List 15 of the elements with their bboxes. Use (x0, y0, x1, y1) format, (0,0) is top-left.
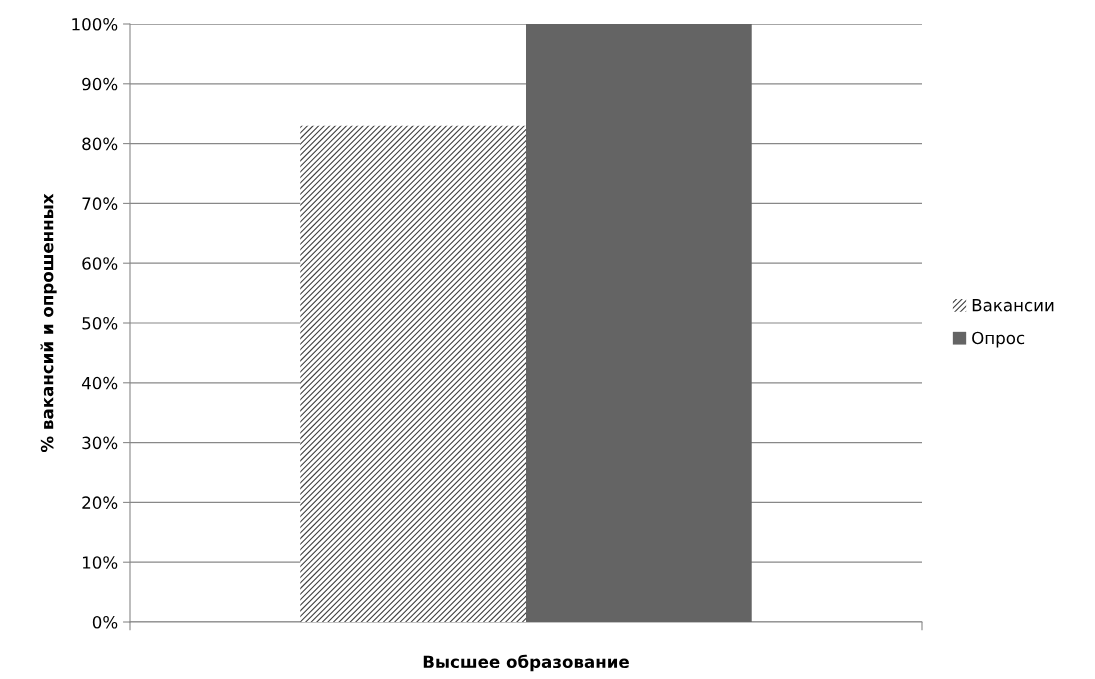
y-tick-label: 70% (82, 197, 118, 210)
y-tick-label: 20% (82, 496, 118, 509)
y-tick-label: 80% (82, 137, 118, 151)
legend-label: Опрос (972, 331, 1025, 348)
y-tick-label: 10% (82, 556, 118, 569)
x-axis-title: Высшее образование (423, 654, 629, 672)
y-tick-label: 50% (82, 316, 118, 330)
y-tick-label: 0% (92, 615, 118, 629)
y-tick-label: 30% (82, 436, 118, 450)
y-tick-label: 100% (72, 17, 118, 31)
y-tick-label: 40% (81, 376, 118, 390)
y-tick-label: 60% (82, 257, 118, 270)
y-tick-label: 90% (82, 77, 118, 91)
legend-label: Вакансии (972, 299, 1054, 312)
y-axis-title: % вакансий и опрошенных (40, 193, 57, 453)
